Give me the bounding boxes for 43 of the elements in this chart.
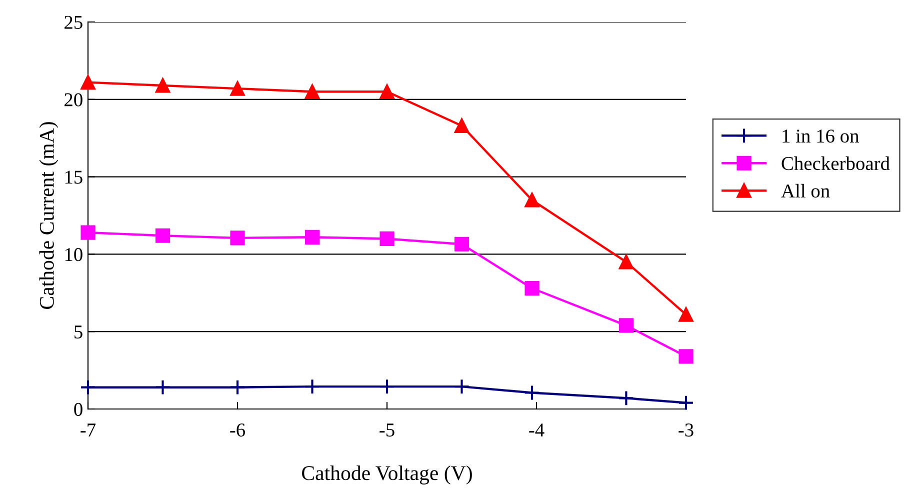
x-tick-label: -6 <box>230 424 246 437</box>
point <box>678 307 694 322</box>
point <box>230 81 245 96</box>
point <box>80 225 96 240</box>
y-axis-title: Cathode Current (mA) <box>39 122 58 309</box>
point <box>618 254 634 270</box>
point <box>524 384 540 401</box>
x-tick-label: -3 <box>678 424 694 437</box>
y-tick-label: 15 <box>65 170 82 184</box>
point <box>304 230 320 244</box>
y-tick-label: 20 <box>64 93 82 106</box>
legend-label: 1 in 16 on <box>782 130 859 143</box>
x-axis-title: Cathode Voltage (V) <box>302 466 472 484</box>
point <box>154 379 171 396</box>
point <box>454 378 470 395</box>
legend-label: All on <box>781 184 830 198</box>
y-tick-label: 10 <box>65 248 82 262</box>
point <box>379 378 395 395</box>
point <box>230 379 246 396</box>
point <box>618 390 634 406</box>
y-tick-label: 0 <box>74 402 82 416</box>
point <box>524 280 540 296</box>
point <box>304 378 320 395</box>
x-tick-label: -5 <box>380 424 394 437</box>
point <box>380 231 394 246</box>
point <box>80 379 96 396</box>
y-tick-label: 5 <box>74 326 82 339</box>
point <box>454 236 470 252</box>
x-tick-label: -4 <box>529 424 544 436</box>
point <box>678 394 694 411</box>
point <box>678 349 694 364</box>
legend-label: Checkerboard <box>782 156 890 170</box>
point <box>80 75 96 90</box>
point <box>380 84 394 99</box>
point <box>618 318 634 333</box>
point <box>230 230 245 246</box>
point <box>155 78 170 93</box>
point <box>304 84 320 99</box>
x-tick-label: -7 <box>80 424 96 436</box>
y-tick-label: 25 <box>64 16 82 29</box>
point <box>454 118 470 134</box>
point <box>155 228 170 243</box>
point <box>524 192 540 208</box>
